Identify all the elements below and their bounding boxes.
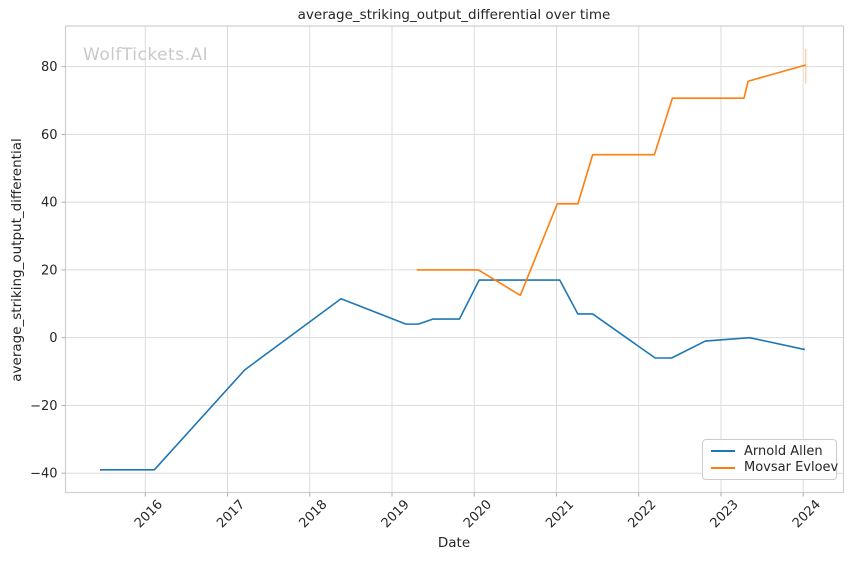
y-tick-label: 20 [41,263,58,278]
legend-item-movsar-evloev: Movsar Evloev [711,460,838,475]
legend: Arnold Allen Movsar Evloev [702,439,838,480]
x-tick-label: 2021 [543,497,577,531]
legend-item-arnold-allen: Arnold Allen [711,444,828,459]
y-tick-label: 80 [41,60,58,75]
x-tick-label: 2017 [214,497,248,531]
legend-label: Arnold Allen [744,443,823,459]
series-line-arnold-allen [100,279,806,471]
x-tick-label: 2019 [379,497,413,531]
y-tick-label: 40 [41,196,58,211]
y-tick-label: −20 [30,399,57,414]
series-line-movsar-evloev [416,64,806,297]
x-tick-label: 2020 [461,497,495,531]
x-tick-label: 2016 [132,497,166,531]
legend-line-swatch-blue [711,450,735,453]
x-tick-label: 2022 [625,497,659,531]
plot-border [64,25,845,494]
legend-line-swatch-orange [711,466,735,469]
y-axis-label: average_striking_output_differential [9,138,25,382]
y-tick-label: 0 [49,331,57,346]
chart-title: average_striking_output_differential ove… [297,7,611,23]
y-tick-label: −40 [30,467,57,482]
x-tick-label: 2023 [708,497,742,531]
y-tick-label: 60 [41,128,58,143]
watermark-text: WolfTickets.AI [83,45,209,65]
x-tick-label: 2024 [790,497,824,531]
x-tick-label: 2018 [296,497,330,531]
x-axis-label: Date [437,535,471,551]
legend-label: Movsar Evloev [744,460,839,476]
